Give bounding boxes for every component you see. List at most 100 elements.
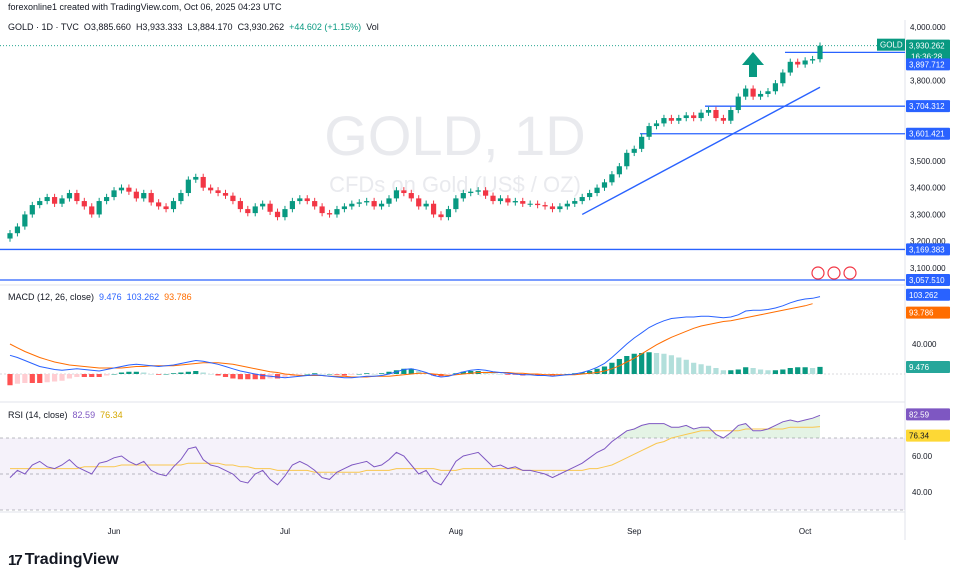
level-label-3601: 3,601.421 [909,130,945,139]
macd-hist-bar [750,368,756,374]
candle-body [609,174,615,183]
candle-body [378,203,385,207]
macd-hist-bar [163,374,169,375]
macd-hist-bar [401,368,407,374]
candle-body [356,202,362,204]
candle-body [245,209,251,214]
candle-body [282,209,288,218]
macd-hist-bar [639,353,645,374]
ohlc-open: O3,885.660 [83,22,131,32]
macd-hist-bar [237,374,243,380]
macd-hist-bar [386,371,392,374]
rsi-legend[interactable]: RSI (14, close) 82.59 76.34 [8,410,123,420]
candle-body [22,214,28,227]
macd-hist-bar [364,373,370,374]
macd-hist-bar [735,369,741,374]
symbol-tag-bg [877,38,905,51]
rsi-ma-line [10,426,821,473]
macd-hist-bar [408,368,414,374]
candle-body [809,59,816,61]
macd-hist-bar [81,374,87,377]
candle-body [631,148,637,153]
macd-hist-bar [51,374,58,382]
macd-axis-tick: 40.000 [912,340,937,349]
macd-hist-bar [133,371,139,374]
macd-value: 103.262 [126,292,160,302]
macd-hist-bar [356,374,362,375]
macd-hist-bar [728,370,734,374]
candle-body [297,198,303,202]
macd-legend[interactable]: MACD (12, 26, close) 9.476 103.262 93.78… [8,292,192,302]
rsi-ma-label: 76.34 [909,432,930,441]
tradingview-brand[interactable]: 17 TradingView [8,551,119,569]
macd-hist-bar [29,374,35,383]
candle-body [572,201,578,204]
candle-body [505,198,511,203]
macd-hist-bar [334,374,340,375]
macd-hist-bar [14,374,21,384]
candle-body [252,206,258,214]
candle-body [208,187,214,191]
symbol-name[interactable]: GOLD · 1D · TVC [8,22,79,32]
macd-hist-bar [111,374,117,375]
macd-hist-bar [312,373,318,374]
volume-label[interactable]: Vol [366,22,379,32]
time-axis-tick: Jun [108,527,121,536]
candle-body [646,126,652,137]
candle-body [408,193,414,199]
last-price-label: 3,930.262 [909,42,945,51]
tradingview-name: TradingView [24,551,119,568]
candle-body [616,166,622,175]
rsi-value-label-bg [906,408,950,421]
candle-body [267,203,273,212]
macd-hist-bar [535,374,541,376]
macd-hist-bar [37,374,43,383]
macd-hist-bar [44,374,50,383]
candle-body [475,190,481,192]
candle-body [601,182,608,188]
macd-hist-bar [564,374,570,375]
macd-hist-bar [698,364,704,374]
candle-body [326,213,333,215]
macd-hist-bar [141,372,147,374]
macd-hist-bar [66,374,73,379]
flash-event-icon [811,266,825,280]
us-flag-icon [827,266,841,280]
candle-body [482,190,489,196]
candle-body [557,206,563,210]
macd-hist-bar [497,374,504,375]
macd-signal-label: 93.786 [909,309,934,318]
candle-body [111,190,117,198]
candle-body [118,187,125,191]
macd-hist-bar [170,373,177,374]
price-axis-tick: 3,200.000 [910,237,946,246]
macd-hist-bar [802,367,808,374]
macd-hist-bar [297,374,303,375]
trendline [581,86,821,216]
candle-body [215,190,221,194]
macd-signal-line [9,303,813,378]
macd-hist-bar [646,352,652,374]
macd-hist-bar [587,371,593,374]
rsi-title: RSI (14, close) [8,410,68,420]
macd-hist-bar [156,374,162,375]
macd-hist-bar [118,372,125,374]
candle-body [222,193,229,196]
candle-body [44,197,50,202]
candle-body [163,206,169,210]
macd-hist-bar [341,374,348,376]
macd-hist-bar [743,367,749,374]
macd-hist-bar [505,374,511,375]
level-label-3169-bg [906,243,950,256]
macd-hist-bar [148,374,154,375]
candle-body [14,226,21,234]
candle-body [200,176,206,188]
level-label-3601-bg [906,127,950,140]
macd-hist-bar [757,369,764,374]
candle-body [37,201,43,206]
candle-body [104,197,110,202]
candle-body [274,211,281,218]
candle-body [312,201,318,207]
candle-body [304,198,310,202]
